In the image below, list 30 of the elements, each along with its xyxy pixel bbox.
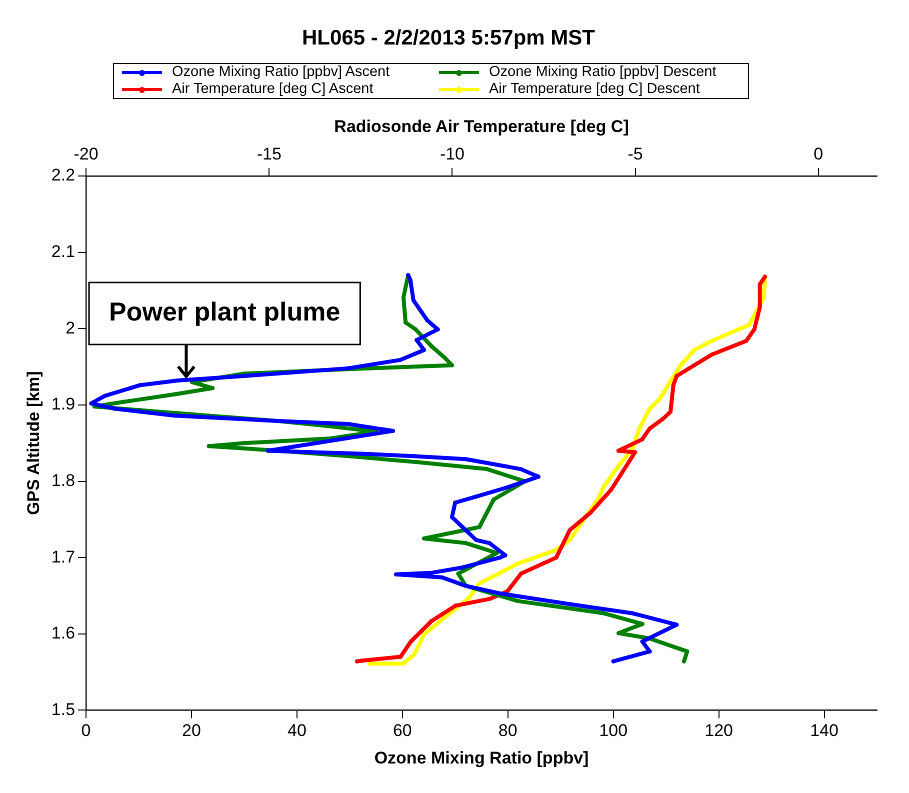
x-tick-label: 40 bbox=[287, 721, 306, 740]
y-tick-label: 1.7 bbox=[51, 547, 76, 566]
x-tick-label: 20 bbox=[182, 721, 201, 740]
x-tick-label: 140 bbox=[810, 721, 838, 740]
y-tick-label: 2 bbox=[66, 318, 76, 338]
y-tick-label: 1.6 bbox=[51, 624, 76, 643]
y-tick-label: 1.9 bbox=[51, 394, 76, 414]
x-tick-label: 100 bbox=[599, 721, 628, 740]
chart-title: HL065 - 2/2/2013 5:57pm MST bbox=[302, 26, 596, 50]
annotation: Power plant plume bbox=[109, 296, 340, 327]
y-tick-label: 2.1 bbox=[51, 242, 76, 261]
y-tick-label: 2.2 bbox=[51, 166, 76, 185]
x-tick-label: 60 bbox=[392, 721, 412, 740]
legend-label: Air Temperature [deg C] Descent bbox=[489, 81, 700, 98]
x-tick-label: 80 bbox=[498, 721, 518, 740]
legend-label: Ozone Mixing Ratio [ppbv] Descent bbox=[489, 64, 716, 81]
x2-tick-label: -10 bbox=[440, 144, 465, 164]
x-tick-label: 0 bbox=[81, 721, 91, 740]
x2-tick-label: -15 bbox=[256, 144, 282, 164]
x2-axis-title: Radiosonde Air Temperature [deg C] bbox=[334, 117, 629, 136]
y-axis-title: GPS Altitude [km] bbox=[24, 371, 43, 516]
x2-tick-label: -5 bbox=[628, 144, 643, 164]
x-tick-label: 120 bbox=[704, 721, 733, 740]
x2-tick-label: -20 bbox=[74, 144, 98, 164]
legend-label: Air Temperature [deg C] Ascent bbox=[172, 81, 374, 98]
y-tick-label: 1.5 bbox=[51, 700, 76, 719]
x2-tick-label: 0 bbox=[814, 144, 824, 164]
x-axis-title: Ozone Mixing Ratio [ppbv] bbox=[374, 748, 589, 768]
y-tick-label: 1.8 bbox=[51, 470, 76, 490]
legend-label: Ozone Mixing Ratio [ppbv] Ascent bbox=[172, 64, 390, 81]
